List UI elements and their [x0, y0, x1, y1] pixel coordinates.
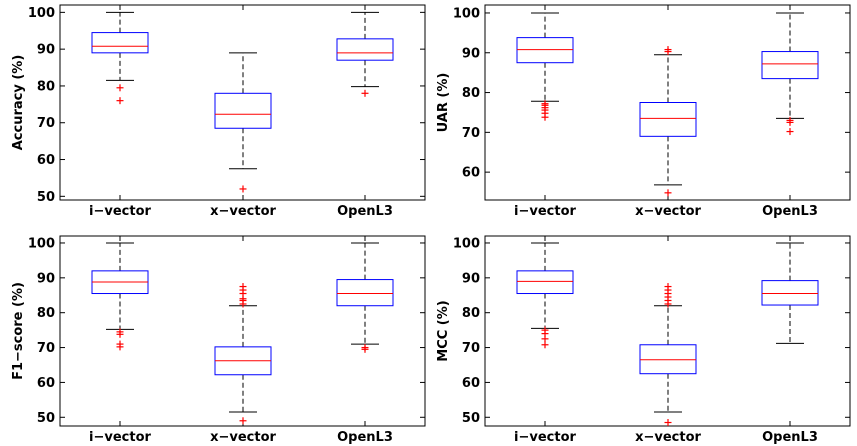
outlier-marker	[664, 419, 672, 427]
outlier-marker	[786, 118, 794, 126]
box-0	[91, 242, 149, 351]
y-tick-label: 70	[462, 126, 480, 141]
y-tick-label: 80	[462, 306, 480, 321]
chart-panel-2: 60 70 80 90 100 UAR (%) i−vector x−vector OpenL3	[436, 4, 851, 219]
outlier-marker	[541, 341, 549, 349]
x-tick-label: OpenL3	[337, 430, 393, 445]
y-tick-label: 100	[453, 6, 480, 21]
plot-frame	[59, 4, 426, 201]
x-tick-label: i−vector	[89, 430, 151, 445]
y-tick-label: 60	[37, 153, 55, 168]
box-0	[516, 242, 574, 349]
y-tick-label: 70	[37, 341, 55, 356]
outlier-marker	[786, 128, 794, 136]
y-tick-label: 80	[462, 86, 480, 101]
plot-frame	[484, 235, 851, 427]
x-tick-label: OpenL3	[337, 204, 393, 219]
outlier-marker	[239, 300, 247, 308]
outlier-marker	[116, 97, 124, 105]
y-tick-label: 70	[37, 116, 55, 131]
y-tick-label: 90	[37, 43, 55, 58]
y-axis-label: MCC (%)	[436, 300, 451, 361]
x-tick-label: OpenL3	[762, 430, 818, 445]
outlier-marker	[361, 345, 369, 353]
iqr-box	[336, 279, 394, 307]
y-axis-label: UAR (%)	[436, 73, 451, 133]
chart-panel-3: 50 60 70 80 90 100 F1−score (%) i−vector x−vecto…	[11, 235, 426, 445]
y-tick-label: 50	[37, 411, 55, 426]
chart-panel-4: 50 60 70 80 90 100 MCC (%) i−vector x−vector Open…	[436, 235, 851, 445]
y-tick-label: 90	[37, 271, 55, 286]
outlier-marker	[361, 89, 369, 97]
iqr-box	[639, 344, 697, 375]
outlier-marker	[664, 189, 672, 197]
box-2	[761, 12, 819, 136]
y-tick-label: 90	[462, 271, 480, 286]
iqr-box	[516, 270, 574, 295]
box-0	[516, 12, 574, 121]
y-axis-label: Accuracy (%)	[11, 55, 26, 151]
y-tick-label: 80	[37, 306, 55, 321]
box-2	[336, 11, 394, 97]
box-1	[214, 52, 272, 193]
y-tick-label: 60	[462, 376, 480, 391]
outlier-marker	[239, 417, 247, 425]
y-tick-label: 100	[28, 236, 55, 251]
y-tick-label: 100	[453, 236, 480, 251]
y-tick-label: 100	[28, 6, 55, 21]
y-tick-label: 80	[37, 79, 55, 94]
outlier-marker	[116, 343, 124, 351]
outlier-marker	[541, 335, 549, 343]
x-tick-label: i−vector	[89, 204, 151, 219]
y-axis-label: F1−score (%)	[11, 282, 26, 380]
outlier-marker	[541, 113, 549, 121]
outlier-marker	[116, 330, 124, 338]
chart-panel-1: 50 60 70 80 90 100 Accuracy (%) i−vector x−vecto…	[11, 4, 426, 219]
y-tick-label: 50	[462, 411, 480, 426]
box-2	[336, 242, 394, 353]
y-tick-label: 60	[462, 166, 480, 181]
outlier-marker	[116, 84, 124, 92]
outlier-marker	[239, 185, 247, 193]
y-tick-label: 50	[37, 190, 55, 205]
iqr-box	[91, 32, 149, 54]
y-tick-label: 60	[37, 376, 55, 391]
iqr-box	[761, 280, 819, 306]
box-1	[639, 283, 697, 427]
box-0	[91, 11, 149, 105]
outlier-marker	[664, 300, 672, 308]
box-1	[214, 283, 272, 425]
iqr-box	[639, 102, 697, 137]
y-tick-label: 70	[462, 341, 480, 356]
x-tick-label: i−vector	[514, 430, 576, 445]
box-1	[639, 46, 697, 197]
x-tick-label: i−vector	[514, 204, 576, 219]
x-tick-label: x−vector	[635, 204, 701, 219]
plot-frame	[59, 235, 426, 427]
outlier-marker	[664, 48, 672, 56]
x-tick-label: x−vector	[210, 204, 276, 219]
iqr-box	[336, 38, 394, 61]
iqr-box	[761, 51, 819, 80]
x-tick-label: OpenL3	[762, 204, 818, 219]
x-tick-label: x−vector	[210, 430, 276, 445]
y-tick-label: 90	[462, 46, 480, 61]
iqr-box	[516, 37, 574, 64]
box-2	[761, 242, 819, 344]
x-tick-label: x−vector	[635, 430, 701, 445]
iqr-box	[214, 92, 272, 129]
